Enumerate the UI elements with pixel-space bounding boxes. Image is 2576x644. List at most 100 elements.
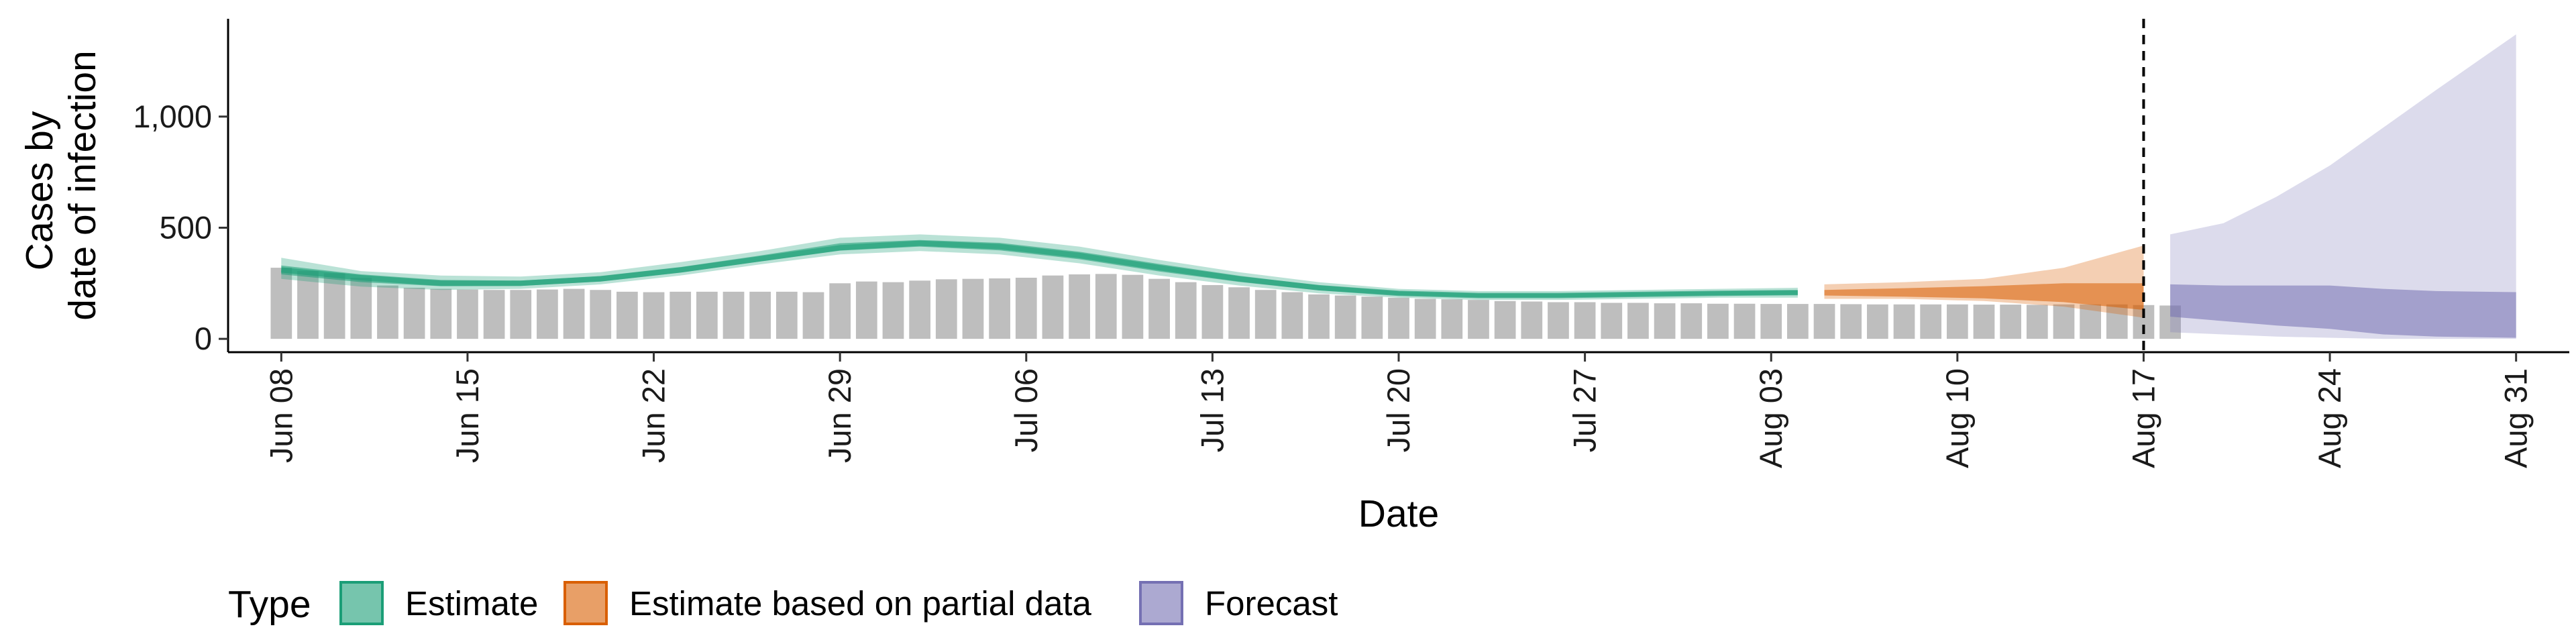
observed-bar [1042,275,1064,339]
legend-label-forecast: Forecast [1205,584,1338,623]
x-tick-label: Jul 20 [1381,368,1416,452]
observed-bar [2080,304,2101,339]
estimate-band-90 [281,234,1798,301]
observed-bar [1867,304,1888,339]
legend-key-forecast [1139,581,1183,625]
y-tick-label: 0 [195,321,212,356]
x-tick-label: Jul 13 [1194,368,1230,452]
observed-bar [377,285,398,339]
observed-bar [350,278,372,339]
observed-bar [1228,287,1250,339]
observed-bar [989,278,1010,339]
legend: Type Estimate Estimate based on partial d… [228,581,1338,626]
x-tick-label: Aug 10 [1939,368,1975,468]
observed-bar [590,290,612,339]
x-tick-label: Jul 06 [1008,368,1044,452]
observed-bar [1308,294,1330,339]
observed-bar [1893,304,1915,339]
observed-bar [537,289,558,339]
observed-bar [1840,304,1862,339]
x-ticks: Jun 08 Jun 15 Jun 22 Jun 29 Jul 06 Jul 13 Jul … [263,352,2534,468]
observed-bar [2026,305,2048,339]
observed-bar [1973,305,1995,339]
observed-bar [2106,304,2128,339]
observed-bar [775,291,798,339]
estimate-based-on-partial-data-band-50 [1824,283,2144,310]
observed-bar [1627,303,1649,339]
observed-bar [403,287,425,339]
observed-bar [1201,284,1224,339]
x-axis-title: Date [1358,492,1439,535]
y-axis-title: Cases by date of infection [18,50,104,320]
observed-bar [669,291,692,339]
observed-bar [1388,297,1409,339]
observed-bar [1601,303,1623,339]
observed-bar [1175,282,1197,339]
observed-bar [1680,303,1703,339]
observed-bar [1787,304,1809,339]
x-tick-label: Aug 17 [2125,368,2161,468]
observed-bar [1574,302,1596,339]
observed-bar [722,291,745,339]
observed-bar [1015,278,1037,339]
observed-bar [1148,278,1170,339]
observed-bar [483,290,505,339]
y-ticks: 0 500 1,000 [133,99,228,356]
legend-title: Type [228,583,311,626]
observed-bar [430,288,452,339]
observed-bar [1654,303,1676,339]
observed-bar [829,283,851,339]
y-tick-label: 1,000 [133,99,212,134]
observed-bar [1733,303,1756,339]
observed-bar [1441,299,1463,339]
observed-bar [882,282,904,339]
observed-bar [323,273,345,339]
x-tick-label: Jun 22 [636,368,672,463]
legend-key-estimate [339,581,384,625]
observed-bar [802,292,824,339]
y-tick-label: 500 [160,209,212,245]
x-tick-label: Aug 31 [2498,368,2534,468]
observed-bar [1361,297,1383,339]
estimate-bands [280,34,2516,339]
legend-label-estimate: Estimate [405,584,538,623]
x-tick-label: Jun 29 [822,368,857,463]
observed-bar [855,281,877,339]
observed-bar [935,279,957,339]
observed-bar [696,291,718,339]
observed-bar [297,271,319,339]
observed-bar [2000,305,2022,339]
observed-bar [2053,304,2075,339]
y-axis-title-line-1: Cases by [18,111,61,270]
observed-bar [1254,290,1277,339]
observed-bar [457,289,478,339]
x-tick-label: Jun 08 [263,368,299,463]
x-tick-label: Jul 27 [1567,368,1603,452]
x-tick-label: Aug 24 [2312,368,2347,468]
observed-cases-bars [270,268,2181,339]
observed-bar [1920,304,1942,339]
observed-bar [270,268,292,339]
observed-bar [962,278,984,339]
observed-bar [1548,302,1569,339]
observed-bar [1813,304,1835,339]
observed-bar [1122,274,1144,339]
observed-bar [510,290,532,339]
observed-bar [909,280,930,339]
observed-bar [1760,304,1782,339]
observed-bar [1946,304,1968,339]
observed-bar [749,291,771,339]
observed-bar [563,288,585,339]
observed-bar [643,292,665,339]
x-tick-label: Jun 15 [449,368,485,463]
observed-bar [1468,300,1489,339]
x-tick-label: Aug 03 [1753,368,1788,468]
observed-bar [1494,301,1516,339]
observed-bar [1334,295,1356,339]
y-axis-title-line-2: date of infection [61,50,104,320]
observed-bar [1095,274,1117,339]
observed-bar [1414,299,1436,339]
observed-bar [1521,301,1543,339]
observed-bar [1707,303,1729,339]
